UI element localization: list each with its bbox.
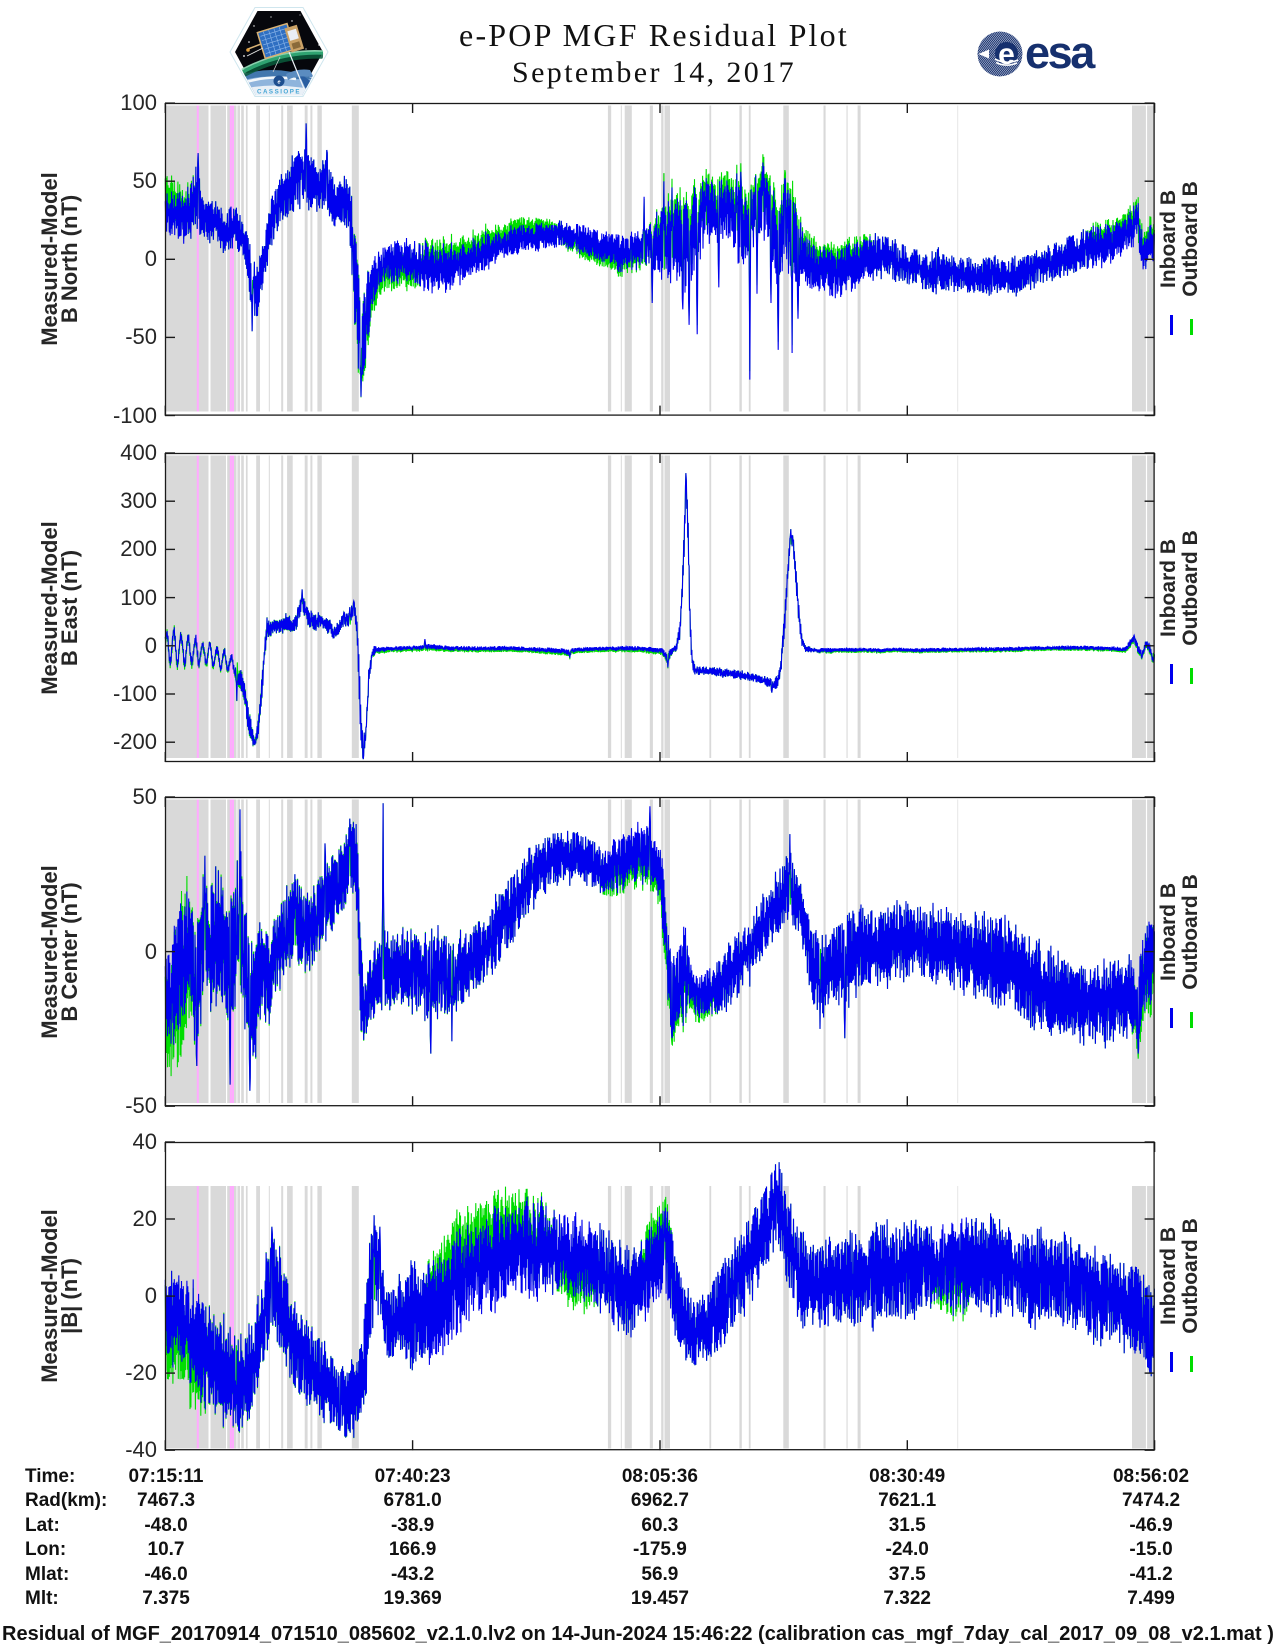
svg-text:CASSIOPE: CASSIOPE <box>257 89 301 96</box>
svg-text:e: e <box>277 80 280 86</box>
svg-text:e: e <box>998 38 1015 71</box>
svg-text:esa: esa <box>1025 28 1096 78</box>
